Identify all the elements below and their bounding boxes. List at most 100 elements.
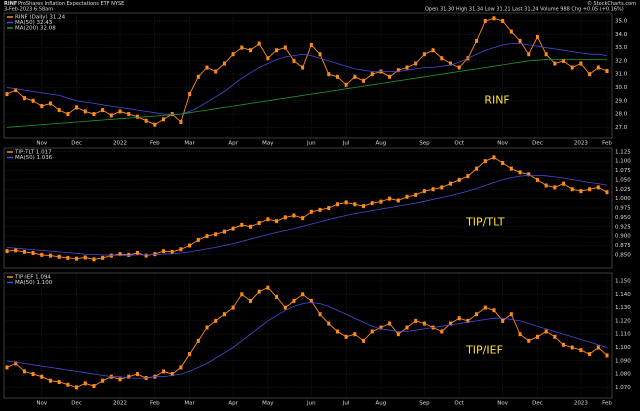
price-bar	[196, 338, 200, 343]
price-bar	[205, 325, 209, 330]
y-tick-label: 0.950	[615, 215, 631, 221]
price-bar	[327, 206, 331, 210]
price-bar	[240, 292, 244, 297]
price-bar	[31, 372, 35, 377]
price-bar	[162, 117, 166, 122]
price-bar	[475, 38, 479, 43]
price-bar	[588, 352, 592, 357]
price-bar	[275, 294, 279, 299]
price-bar	[570, 345, 574, 350]
price-bar	[457, 177, 461, 182]
x-tick-label: Sep	[419, 141, 430, 147]
price-bar	[509, 29, 513, 34]
price-bar	[527, 338, 531, 343]
price-bar	[448, 321, 452, 326]
price-bar	[257, 221, 261, 225]
price-bar	[492, 155, 496, 160]
price-bar	[405, 325, 409, 330]
price-bar	[205, 65, 209, 70]
price-bar	[266, 217, 270, 222]
price-bar	[179, 120, 183, 125]
price-bar	[135, 372, 139, 377]
x-tick-label: May	[262, 141, 274, 147]
price-bar	[327, 72, 331, 77]
price-bar	[440, 56, 444, 61]
price-bar	[362, 338, 366, 343]
y-tick-label: 30.0	[615, 85, 628, 91]
price-bar	[214, 318, 218, 323]
legend-label: MA(50) 1.036	[15, 155, 53, 161]
y-tick-label: 1.140	[615, 292, 631, 298]
price-line	[6, 156, 608, 260]
x-tick-label: Feb	[602, 141, 612, 147]
price-bar	[553, 185, 557, 190]
x-tick-label: Jun	[306, 401, 316, 407]
price-bar	[370, 201, 374, 206]
x-tick-label: Apr	[228, 401, 238, 407]
moving-average	[6, 175, 608, 256]
price-bar	[135, 251, 139, 255]
price-bar	[92, 112, 96, 117]
legend-label: RINF (Daily) 31.24	[15, 15, 66, 21]
price-bar	[492, 308, 496, 313]
price-bar	[379, 325, 383, 330]
price-bar	[48, 253, 52, 258]
price-bar	[327, 321, 331, 326]
price-bar	[188, 352, 192, 357]
price-bar	[118, 109, 122, 114]
price-bar	[579, 61, 583, 66]
price-bar	[196, 74, 200, 79]
price-bar	[118, 252, 122, 257]
price-bar	[92, 257, 96, 262]
price-bar	[222, 61, 226, 66]
price-bar	[344, 200, 348, 205]
y-tick-label: 31.0	[615, 72, 628, 78]
price-bar	[483, 305, 487, 310]
credit: © StockCharts.com	[587, 0, 636, 7]
price-bar	[596, 185, 600, 190]
x-tick-label: Jul	[342, 401, 350, 407]
legend-label: MA(200) 32.08	[15, 26, 56, 32]
price-bar	[309, 209, 313, 214]
price-line	[6, 287, 608, 388]
price-bar	[75, 256, 79, 261]
panel-frame	[3, 12, 613, 139]
price-bar	[14, 88, 18, 93]
price-bar	[431, 48, 435, 53]
price-bar	[257, 289, 261, 294]
x-tick-label: Apr	[228, 141, 238, 147]
price-bar	[492, 16, 496, 21]
price-bar	[240, 45, 244, 50]
y-tick-label: 1.120	[615, 318, 631, 324]
price-bar	[579, 348, 583, 353]
price-bar	[570, 187, 574, 192]
price-bar	[318, 312, 322, 317]
x-tick-label: Dec	[532, 141, 543, 147]
price-bar	[240, 222, 244, 227]
price-bar	[144, 118, 148, 123]
price-bar	[231, 305, 235, 310]
x-tick-label: Oct	[454, 401, 464, 407]
x-tick-label: 2023	[574, 401, 588, 407]
price-bar	[292, 58, 296, 63]
x-tick-label: Jul	[342, 141, 350, 147]
price-bar	[57, 108, 61, 113]
price-bar	[75, 385, 79, 390]
price-bar	[170, 372, 174, 377]
price-bar	[75, 105, 79, 110]
y-tick-label: 0.850	[615, 252, 631, 258]
price-bar	[353, 202, 357, 207]
price-bar	[448, 181, 452, 186]
price-bar	[22, 249, 26, 254]
price-bar	[335, 74, 339, 79]
price-bar	[179, 365, 183, 370]
x-tick-label: Feb	[150, 141, 160, 147]
annotation: TIP/TLT	[465, 215, 505, 228]
price-bar	[553, 61, 557, 66]
y-tick-label: 1.150	[615, 278, 631, 284]
price-bar	[596, 345, 600, 350]
price-bar	[14, 361, 18, 366]
price-bar	[83, 381, 87, 386]
price-bar	[457, 65, 461, 70]
